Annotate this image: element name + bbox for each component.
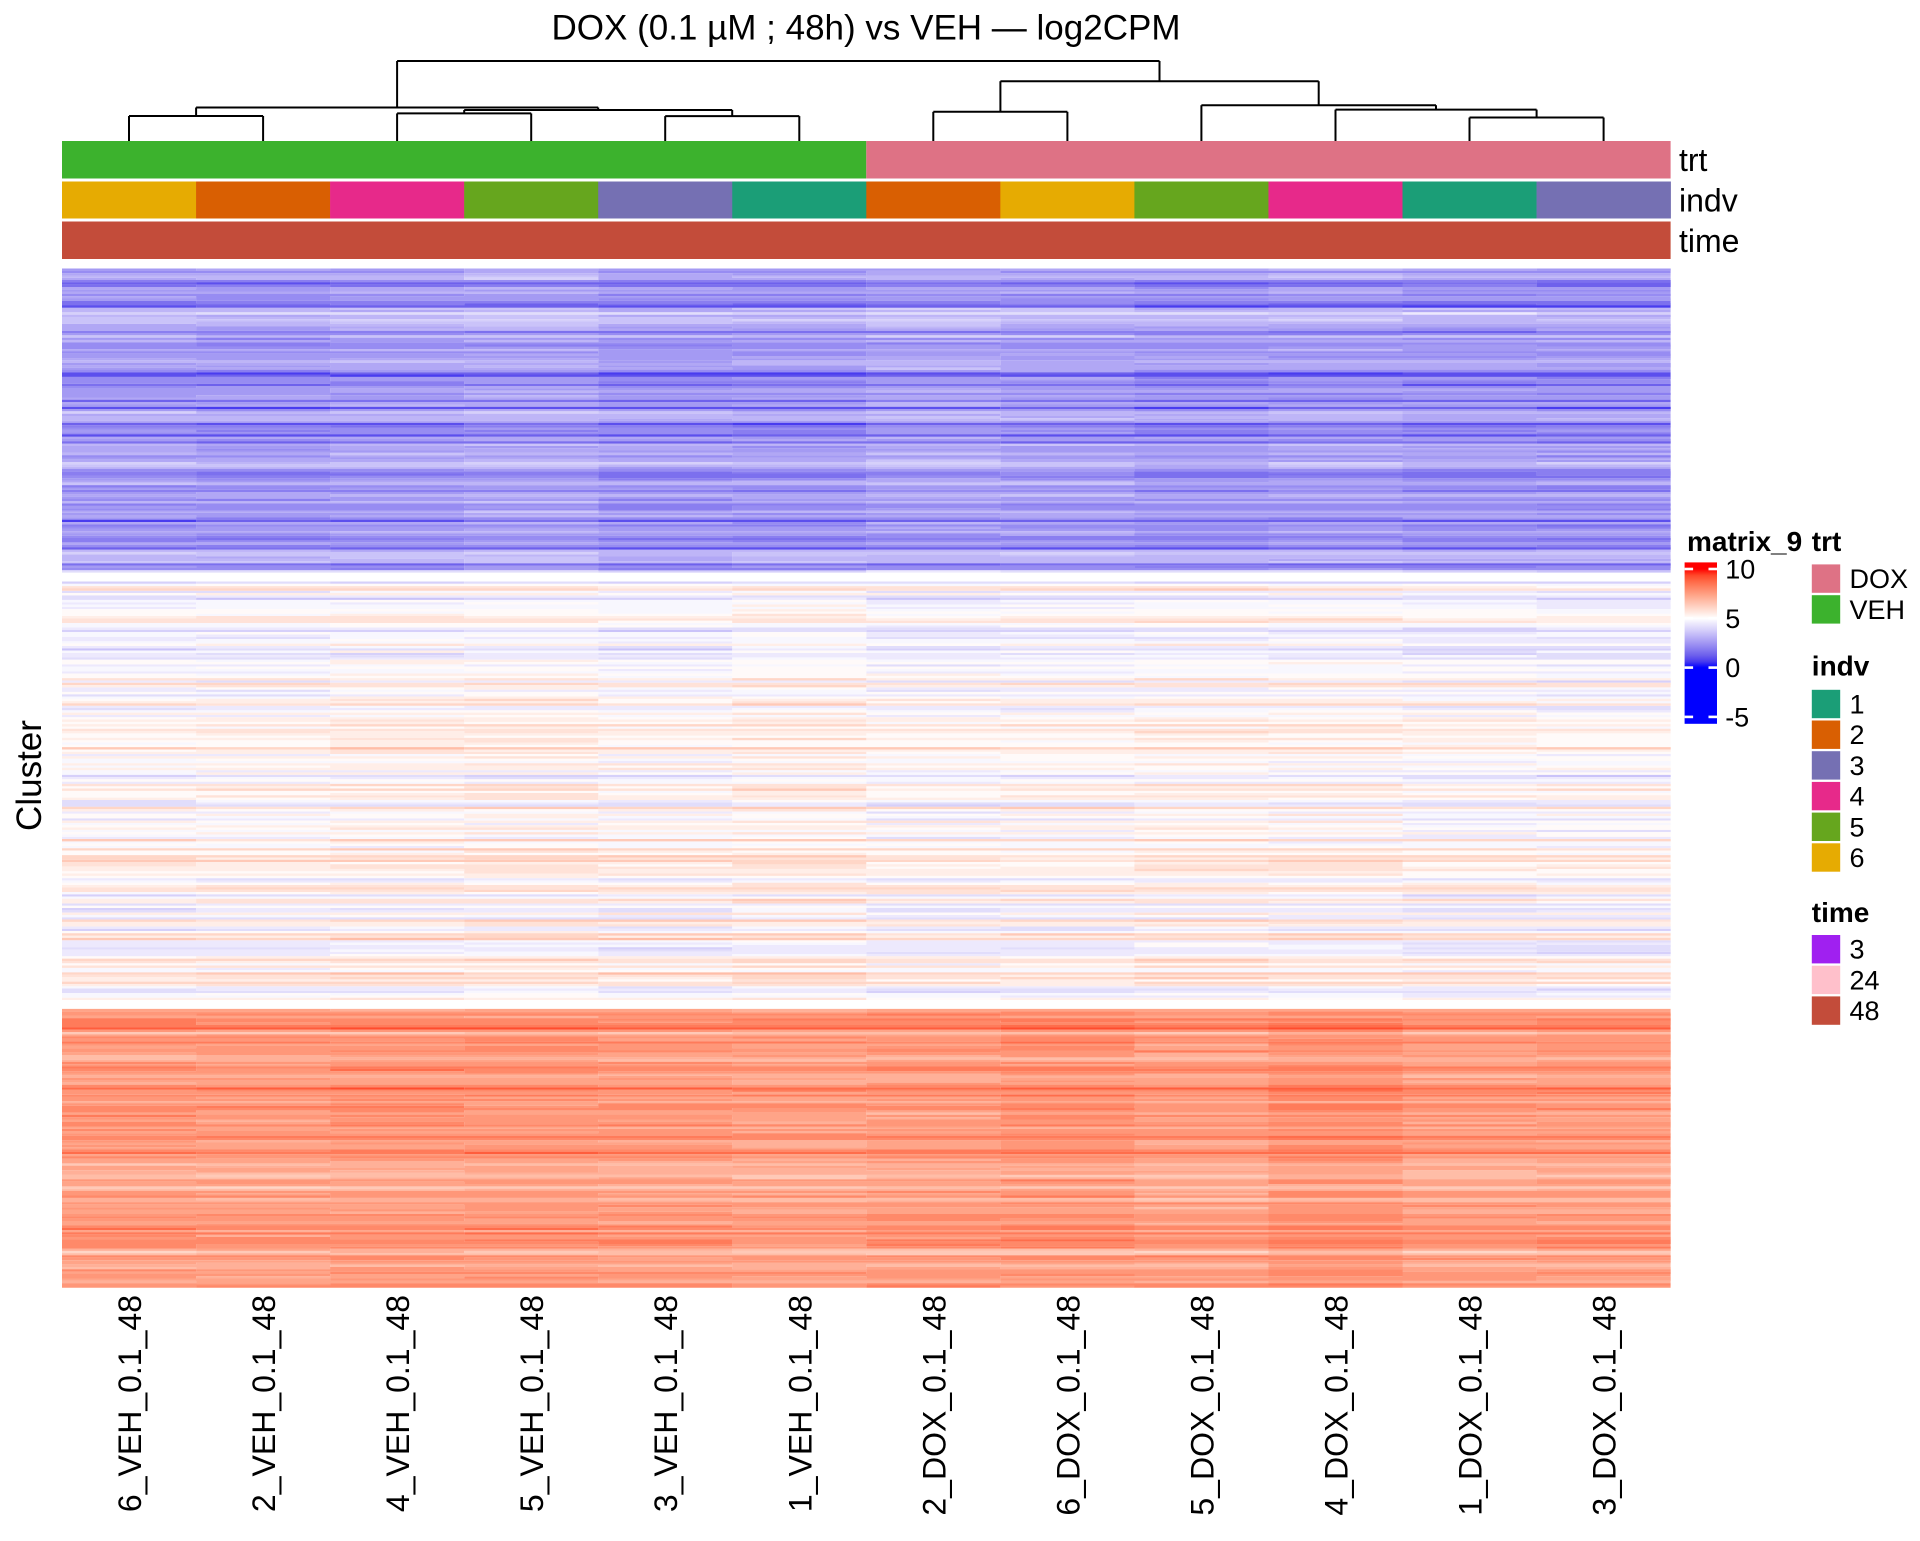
svg-text:Cluster: Cluster (10, 720, 49, 831)
svg-text:1: 1 (1850, 690, 1865, 720)
svg-text:4_VEH_0.1_48: 4_VEH_0.1_48 (380, 1295, 416, 1512)
svg-text:5: 5 (1850, 812, 1865, 842)
svg-text:2: 2 (1850, 720, 1865, 750)
svg-text:trt: trt (1812, 526, 1842, 557)
svg-text:5_VEH_0.1_48: 5_VEH_0.1_48 (514, 1295, 550, 1512)
svg-text:4_DOX_0.1_48: 4_DOX_0.1_48 (1319, 1295, 1355, 1516)
svg-text:3_DOX_0.1_48: 3_DOX_0.1_48 (1587, 1295, 1623, 1516)
svg-text:3: 3 (1850, 935, 1865, 965)
svg-text:48: 48 (1850, 996, 1880, 1026)
svg-text:matrix_9: matrix_9 (1687, 526, 1802, 557)
svg-text:-5: -5 (1725, 702, 1749, 732)
svg-text:VEH: VEH (1850, 595, 1906, 625)
svg-text:time: time (1812, 897, 1870, 928)
svg-text:6_VEH_0.1_48: 6_VEH_0.1_48 (112, 1295, 148, 1512)
svg-text:5_DOX_0.1_48: 5_DOX_0.1_48 (1184, 1295, 1220, 1516)
svg-text:10: 10 (1725, 555, 1755, 585)
svg-text:indv: indv (1679, 183, 1738, 219)
svg-text:DOX: DOX (1850, 564, 1909, 594)
svg-text:time: time (1679, 223, 1739, 259)
svg-text:6_DOX_0.1_48: 6_DOX_0.1_48 (1050, 1295, 1086, 1516)
svg-text:DOX (0.1 µM ; 48h) vs VEH — lo: DOX (0.1 µM ; 48h) vs VEH — log2CPM (552, 9, 1181, 48)
svg-text:6: 6 (1850, 843, 1865, 873)
svg-text:5: 5 (1725, 604, 1740, 634)
svg-text:1_DOX_0.1_48: 1_DOX_0.1_48 (1453, 1295, 1489, 1516)
svg-text:3_VEH_0.1_48: 3_VEH_0.1_48 (648, 1295, 684, 1512)
svg-text:0: 0 (1725, 653, 1740, 683)
svg-text:24: 24 (1850, 965, 1880, 995)
svg-text:trt: trt (1679, 142, 1708, 178)
svg-text:2_VEH_0.1_48: 2_VEH_0.1_48 (246, 1295, 282, 1512)
svg-text:1_VEH_0.1_48: 1_VEH_0.1_48 (782, 1295, 818, 1512)
svg-text:4: 4 (1850, 782, 1865, 812)
svg-text:2_DOX_0.1_48: 2_DOX_0.1_48 (916, 1295, 952, 1516)
svg-text:indv: indv (1812, 651, 1870, 682)
svg-text:3: 3 (1850, 751, 1865, 781)
